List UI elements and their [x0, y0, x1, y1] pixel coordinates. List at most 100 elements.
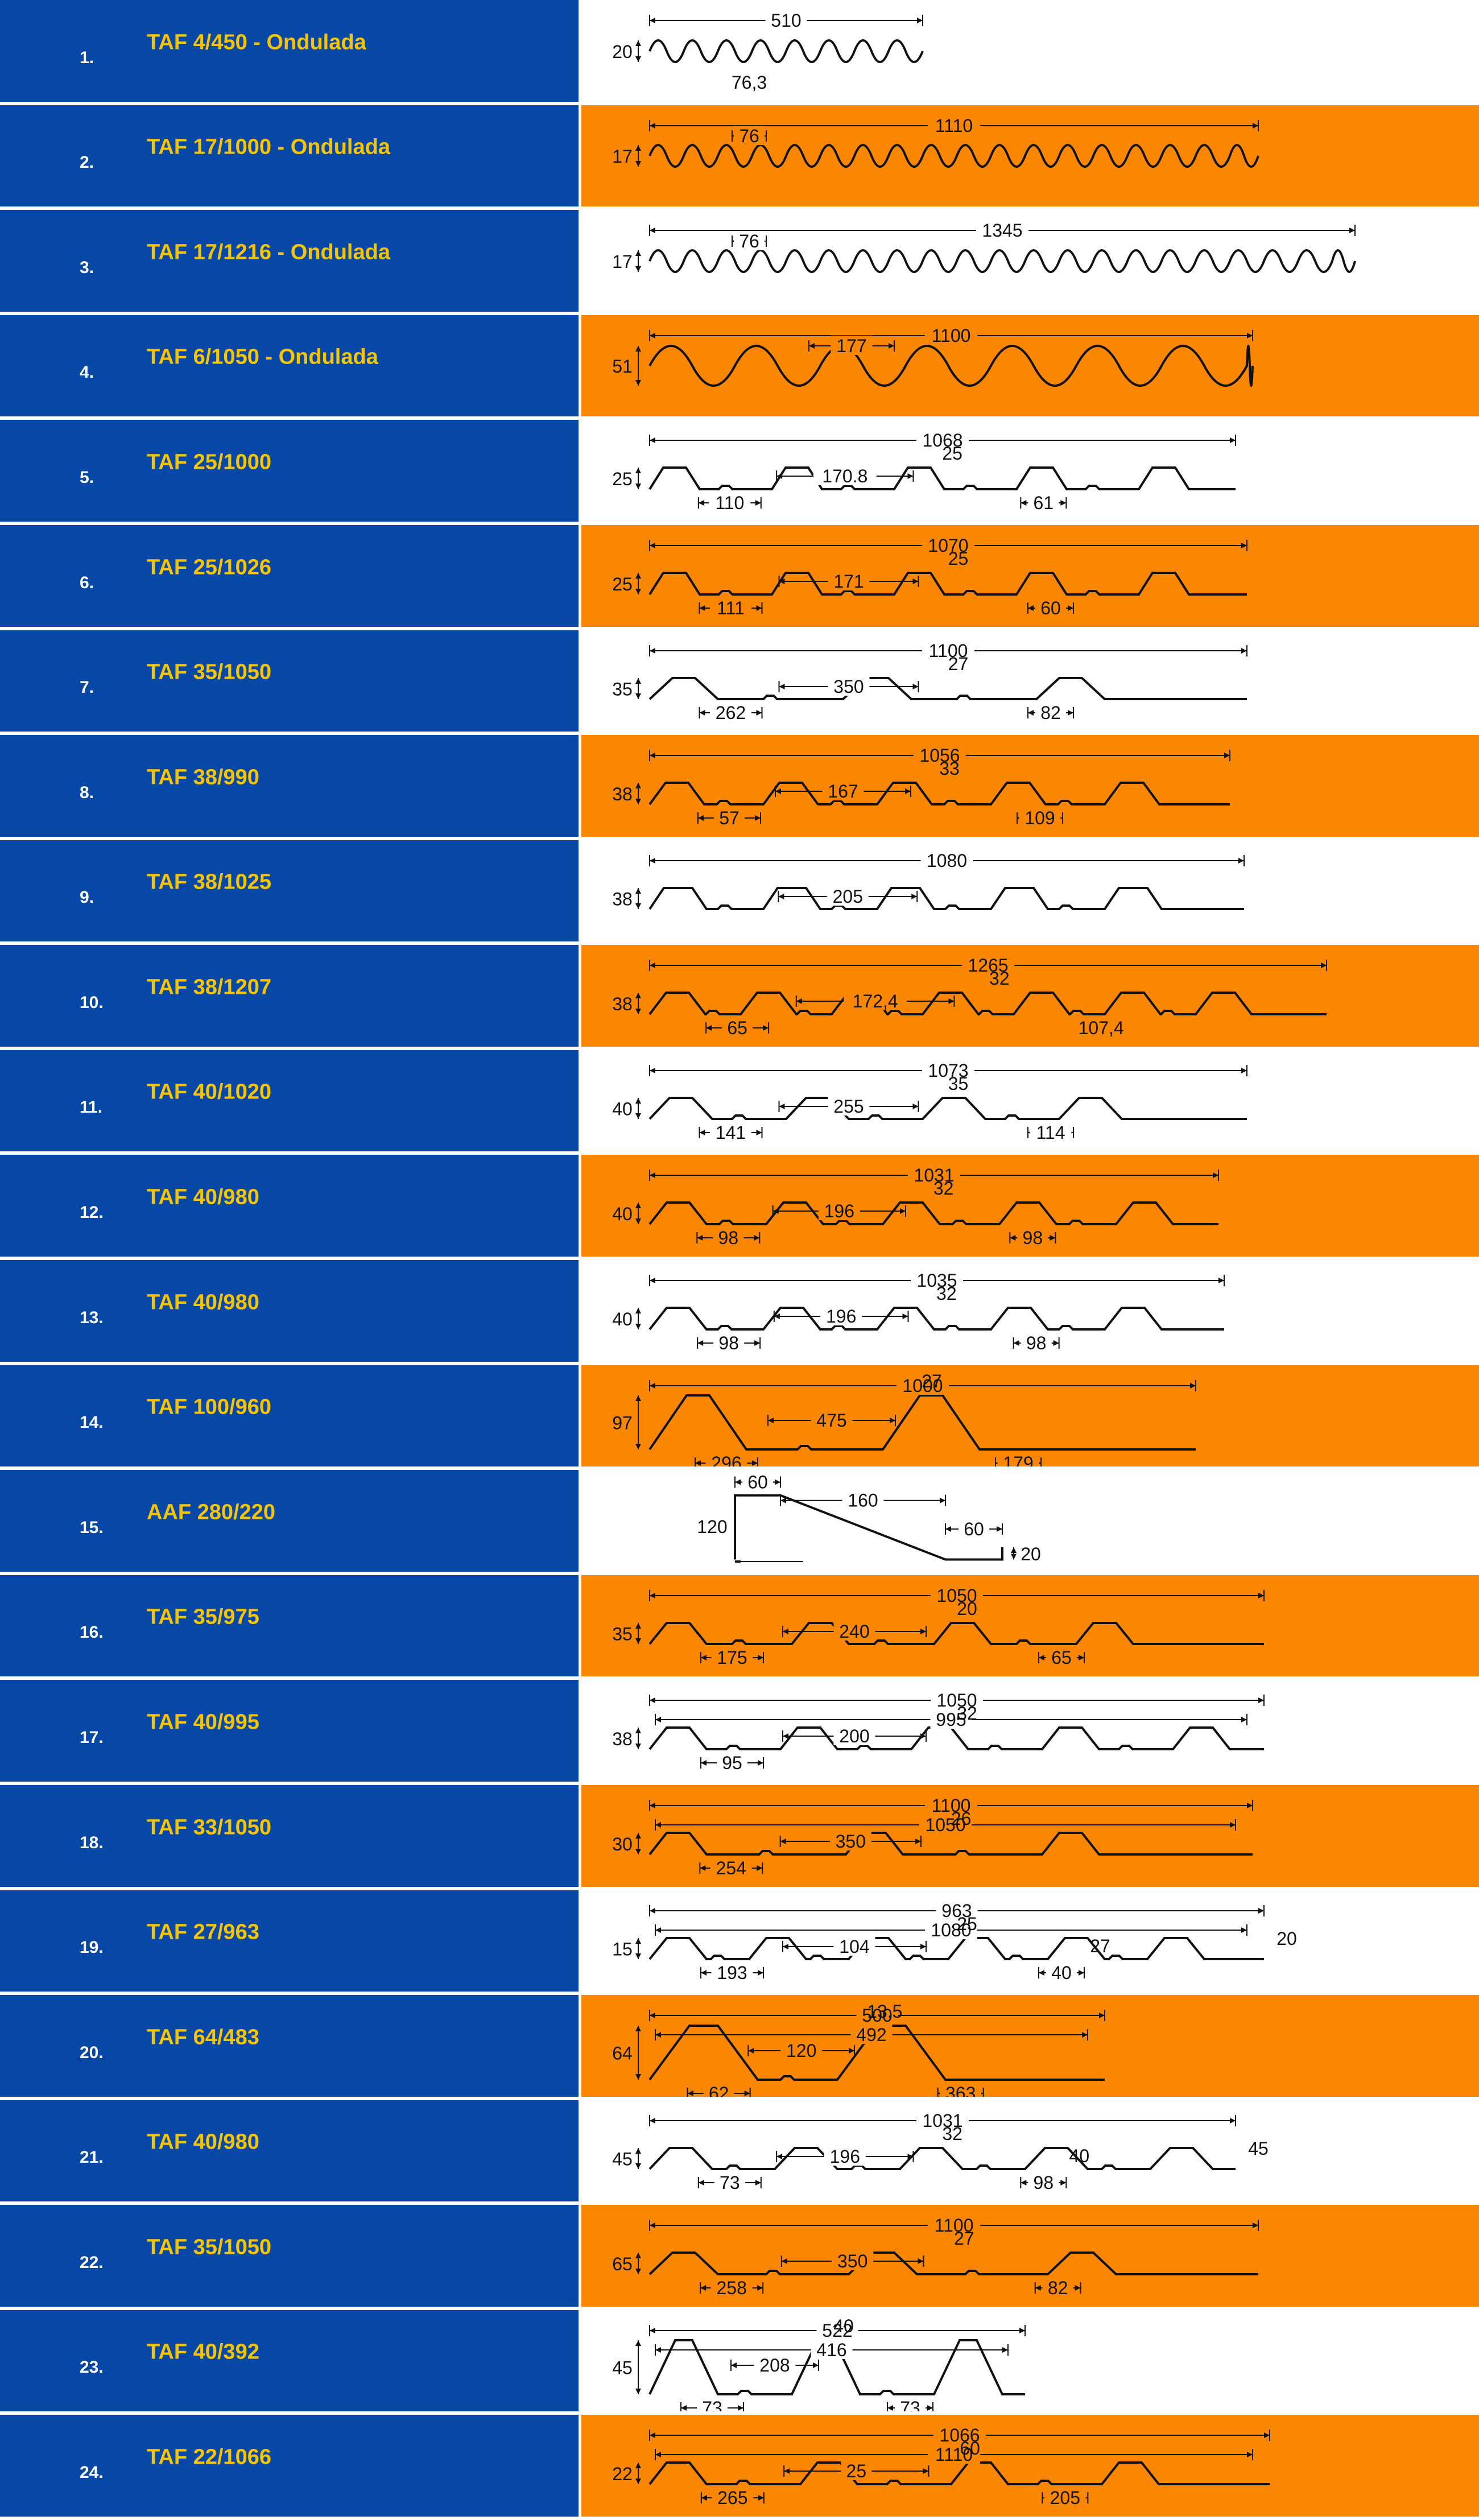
profile-name: TAF 40/392: [147, 2340, 259, 2364]
dim-b: 25: [846, 2461, 867, 2481]
height-dimension: 38: [612, 889, 633, 910]
dim-d: 363: [945, 2083, 976, 2097]
width-dimension: 522: [822, 2320, 852, 2341]
profile-row: 14. TAF 100/960 1000 97 475 296 27 179: [0, 1365, 1479, 1466]
profile-shape: [648, 2252, 1258, 2275]
profile-number: 21.: [80, 2147, 104, 2167]
profile-drawing-panel: 1000 97 475 296 27 179: [581, 1365, 1479, 1466]
profile-drawing-panel: 500 492 64 120 62 13,5 363: [581, 1995, 1479, 2097]
profile-number: 20.: [80, 2043, 104, 2062]
profile-label-panel: 17. TAF 40/995: [0, 1680, 579, 1782]
dim-d: 20: [1021, 1544, 1041, 1564]
profile-shape: [648, 1622, 1264, 1645]
width-dimension: 1035: [916, 1270, 957, 1291]
profile-name: TAF 33/1050: [147, 1815, 271, 1839]
height-dimension: 15: [612, 1939, 633, 1960]
profile-drawing-panel: 1050 995 38 200 95 32: [581, 1680, 1479, 1782]
profile-number: 22.: [80, 2253, 104, 2272]
profile-shape: [648, 1097, 1247, 1120]
dim-b: 104: [839, 1936, 869, 1957]
profile-row: 2. TAF 17/1000 - Ondulada 1110 17 76: [0, 105, 1479, 206]
profile-row: 10. TAF 38/1207 1265 38 172,4 65 32 107,4: [0, 945, 1479, 1047]
width-dimension: 1110: [935, 115, 973, 136]
width-dimension: 1100: [929, 641, 968, 661]
profile-drawing-panel: 60 160 60 120 20: [581, 1470, 1479, 1572]
width-dimension: 1050: [936, 1690, 977, 1711]
profile-label-panel: 22. TAF 35/1050: [0, 2205, 579, 2307]
height-dimension: 65: [612, 2254, 633, 2274]
dim-b: 196: [830, 2146, 860, 2167]
profile-shape: [648, 1832, 1253, 1856]
profile-shape: [648, 2147, 1236, 2170]
dim-d: 179: [1003, 1453, 1033, 1466]
profile-drawing-panel: 1070 25 171 111 25 60: [581, 525, 1479, 627]
dim-b: 172,4: [853, 991, 898, 1011]
dim-b: 255: [833, 1096, 864, 1117]
profile-drawing-panel: 1035 40 196 98 32 98: [581, 1260, 1479, 1362]
profile-label-panel: 24. TAF 22/1066: [0, 2415, 579, 2517]
width-dimension: 1068: [922, 430, 962, 451]
profile-drawing-panel: 1073 40 255 141 35 114: [581, 1050, 1479, 1151]
width-dimension: 1056: [919, 745, 960, 766]
profile-drawing-panel: 1100 1050 30 350 254 26: [581, 1785, 1479, 1887]
profile-shape: [648, 345, 1254, 387]
profile-row: 4. TAF 6/1050 - Ondulada 1100 51 177: [0, 315, 1479, 416]
dim-b: 208: [759, 2355, 790, 2376]
profile-name: TAF 35/975: [147, 1605, 259, 1629]
dim-a: 73: [720, 2172, 740, 2193]
height-dimension: 20: [612, 42, 633, 62]
profile-number: 19.: [80, 1937, 104, 1957]
profile-row: 23. TAF 40/392 522 416 45 208 73 40 73: [0, 2310, 1479, 2411]
profile-drawing-panel: 1031 40 196 98 32 98: [581, 1155, 1479, 1257]
profile-drawing-panel: 1068 25 170.8 110 25 61: [581, 420, 1479, 522]
profile-name: TAF 35/1050: [147, 660, 271, 684]
width-dimension-2: 492: [856, 2025, 886, 2045]
dim-d: 98: [1023, 1228, 1043, 1248]
profile-name: TAF 38/1207: [147, 974, 271, 999]
dim-c: 32: [933, 1178, 954, 1199]
pitch-dimension: 177: [836, 336, 866, 356]
dim-c: 27: [922, 1371, 942, 1391]
profile-label-panel: 1. TAF 4/450 - Ondulada: [0, 0, 579, 102]
width-dimension-2: 1050: [925, 1815, 965, 1835]
profile-shape: [648, 1937, 1264, 1960]
profile-row: 8. TAF 38/990 1056 38 167 57 33 109: [0, 735, 1479, 837]
dim-b: 350: [837, 2251, 867, 2271]
width-dimension-2: 1080: [931, 1920, 971, 1940]
dim-d: 114: [1036, 1122, 1065, 1143]
height-dimension: 25: [612, 469, 633, 489]
dim-b: 240: [839, 1621, 869, 1642]
dim-c: 60: [964, 1519, 984, 1539]
dim-c: 20: [957, 1598, 977, 1619]
profile-drawing-panel: 1056 38 167 57 33 109: [581, 735, 1479, 837]
dim-a: 254: [716, 1858, 746, 1878]
profile-label-panel: 11. TAF 40/1020: [0, 1050, 579, 1151]
width-dimension: 1000: [902, 1375, 943, 1396]
profile-number: 10.: [80, 993, 104, 1012]
profile-drawing: 1100 65 350 258 27 82: [612, 2215, 1259, 2298]
profile-label-panel: 20. TAF 64/483: [0, 1995, 579, 2097]
dim-a: 60: [747, 1472, 768, 1492]
width-dimension-2: 1110: [935, 2444, 973, 2465]
profile-drawing-panel: 1345 17 76: [581, 210, 1479, 312]
profile-label-panel: 2. TAF 17/1000 - Ondulada: [0, 105, 579, 206]
profile-drawing: 1110 17 76: [612, 115, 1259, 168]
profile-name: TAF 25/1000: [147, 449, 271, 474]
profile-label-panel: 8. TAF 38/990: [0, 735, 579, 837]
profile-row: 3. TAF 17/1216 - Ondulada 1345 17 76: [0, 210, 1479, 312]
profile-drawing: 1073 40 255 141 35 114: [612, 1060, 1247, 1143]
profile-label-panel: 7. TAF 35/1050: [0, 630, 579, 732]
profile-label-panel: 15. AAF 280/220: [0, 1470, 579, 1572]
dim-e: 40: [1069, 2146, 1090, 2166]
dim-a: 296: [711, 1453, 741, 1466]
profile-number: 11.: [80, 1097, 103, 1117]
profile-drawing-panel: 1050 35 240 175 20 65: [581, 1575, 1479, 1676]
height-dimension: 40: [612, 1099, 633, 1119]
profile-name: TAF 38/1025: [147, 870, 271, 894]
width-dimension: 1031: [922, 2110, 962, 2131]
profile-row: 11. TAF 40/1020 1073 40 255 141 35 114: [0, 1050, 1479, 1151]
dim-b: 196: [824, 1201, 854, 1221]
profile-number: 8.: [80, 783, 94, 802]
